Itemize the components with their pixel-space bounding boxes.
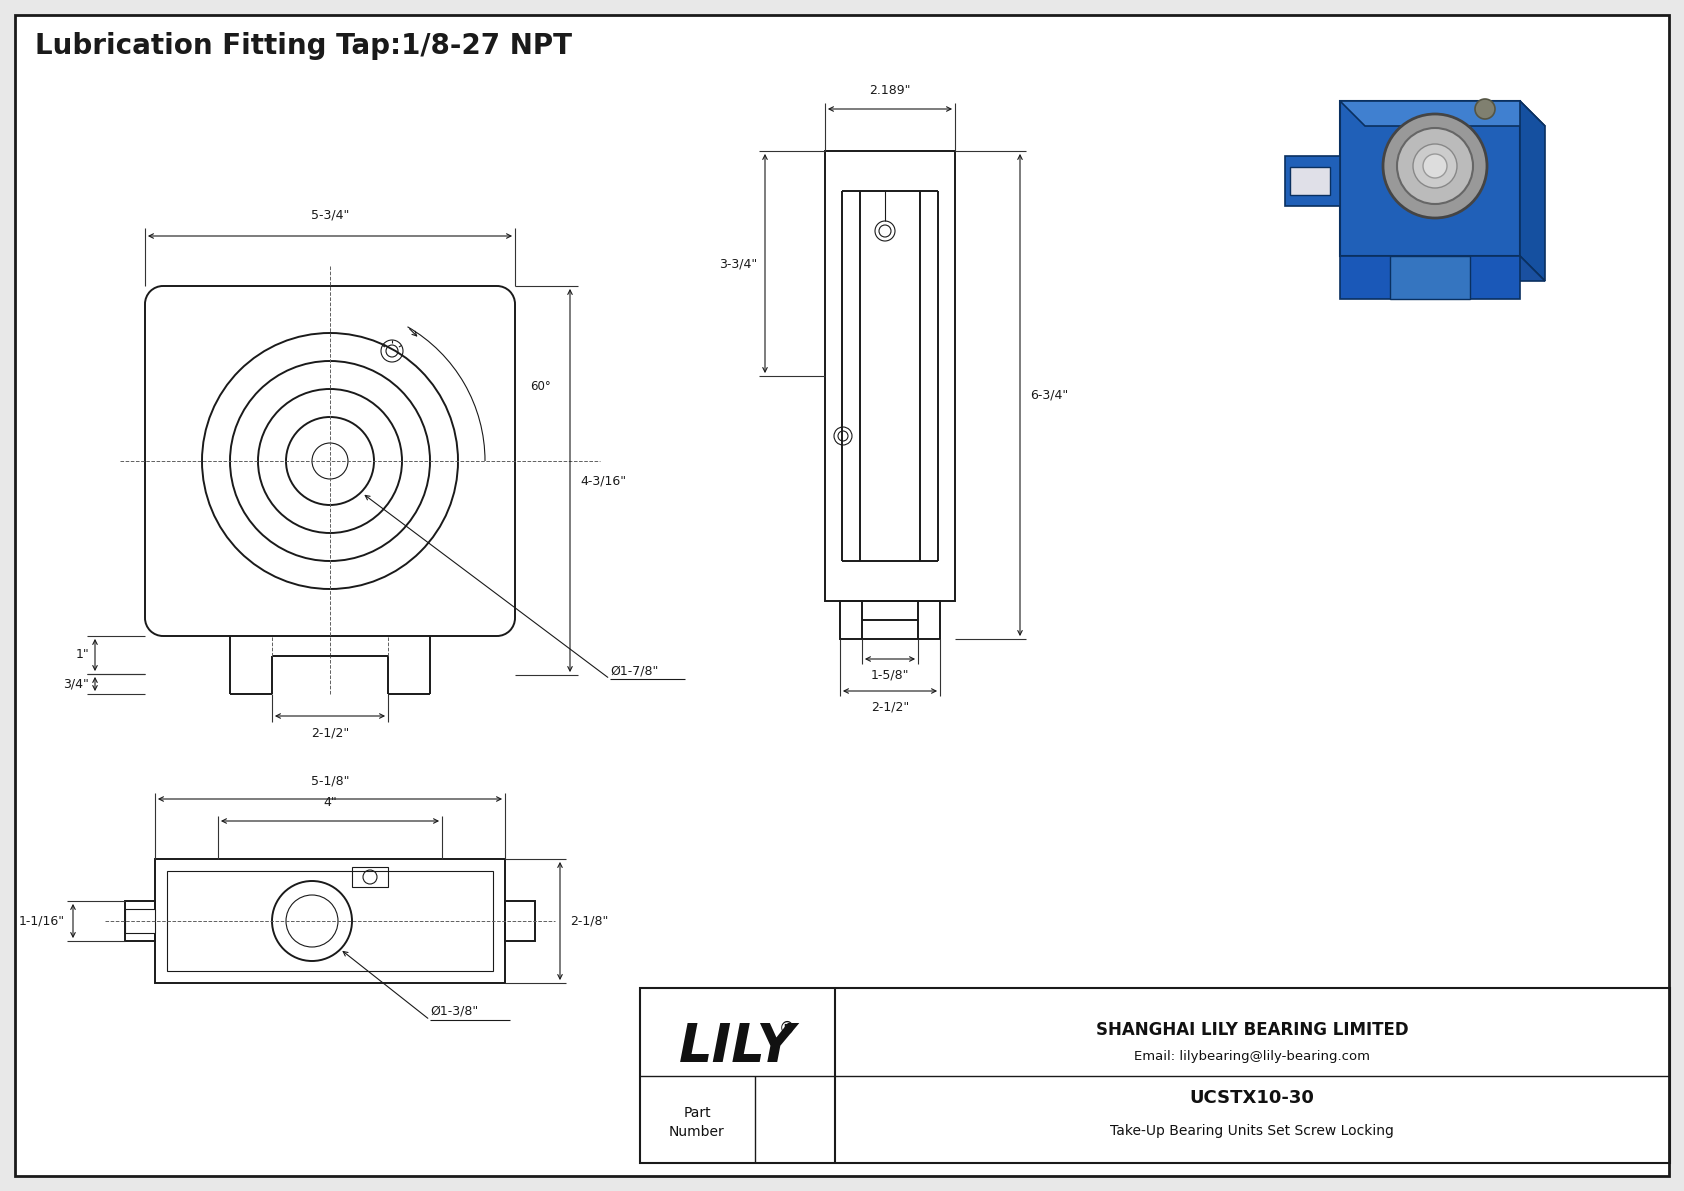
Bar bbox=[640, 989, 1671, 1162]
Bar bbox=[840, 601, 940, 640]
Bar bbox=[125, 902, 155, 941]
Bar bbox=[352, 867, 387, 887]
Text: 3/4": 3/4" bbox=[62, 678, 89, 691]
Bar bbox=[167, 871, 493, 971]
Bar bbox=[1290, 167, 1330, 195]
Text: SHANGHAI LILY BEARING LIMITED: SHANGHAI LILY BEARING LIMITED bbox=[1096, 1021, 1408, 1039]
Text: ®: ® bbox=[778, 1019, 795, 1037]
Text: Ø1-7/8": Ø1-7/8" bbox=[610, 665, 658, 676]
Text: 6-3/4": 6-3/4" bbox=[1031, 388, 1068, 401]
Circle shape bbox=[1398, 127, 1474, 204]
Bar bbox=[1340, 101, 1521, 256]
Polygon shape bbox=[1389, 256, 1470, 299]
Text: 1-1/16": 1-1/16" bbox=[19, 915, 66, 928]
Text: UCSTX10-30: UCSTX10-30 bbox=[1189, 1090, 1315, 1108]
Text: 3-3/4": 3-3/4" bbox=[719, 257, 758, 270]
Bar bbox=[155, 859, 505, 983]
Text: 1-5/8": 1-5/8" bbox=[871, 669, 909, 682]
Circle shape bbox=[1413, 144, 1457, 188]
Text: 4-3/16": 4-3/16" bbox=[579, 474, 626, 487]
Text: 4": 4" bbox=[323, 796, 337, 809]
Text: 5-1/8": 5-1/8" bbox=[312, 774, 349, 787]
Bar bbox=[825, 151, 955, 601]
Bar bbox=[125, 909, 155, 933]
Text: Email: lilybearing@lily-bearing.com: Email: lilybearing@lily-bearing.com bbox=[1133, 1049, 1371, 1062]
Text: 2.189": 2.189" bbox=[869, 85, 911, 96]
Polygon shape bbox=[1340, 256, 1544, 281]
Text: Lubrication Fitting Tap:1/8-27 NPT: Lubrication Fitting Tap:1/8-27 NPT bbox=[35, 32, 573, 60]
Text: 2-1/2": 2-1/2" bbox=[871, 701, 909, 713]
Text: LILY: LILY bbox=[679, 1022, 795, 1073]
Circle shape bbox=[1423, 154, 1447, 177]
Bar bbox=[505, 902, 536, 941]
Polygon shape bbox=[1285, 156, 1340, 206]
Text: 5-3/4": 5-3/4" bbox=[312, 208, 349, 222]
Text: 2-1/8": 2-1/8" bbox=[569, 915, 608, 928]
Text: 60°: 60° bbox=[530, 380, 551, 393]
Text: 1": 1" bbox=[76, 649, 89, 661]
Text: Ø1-3/8": Ø1-3/8" bbox=[429, 1005, 478, 1018]
Text: Part
Number: Part Number bbox=[669, 1106, 724, 1140]
Text: 2-1/2": 2-1/2" bbox=[312, 727, 349, 738]
Polygon shape bbox=[1521, 101, 1544, 281]
Polygon shape bbox=[1340, 101, 1544, 126]
Text: Take-Up Bearing Units Set Screw Locking: Take-Up Bearing Units Set Screw Locking bbox=[1110, 1124, 1394, 1139]
Circle shape bbox=[1475, 99, 1495, 119]
Bar bbox=[1340, 256, 1521, 299]
Circle shape bbox=[1383, 114, 1487, 218]
